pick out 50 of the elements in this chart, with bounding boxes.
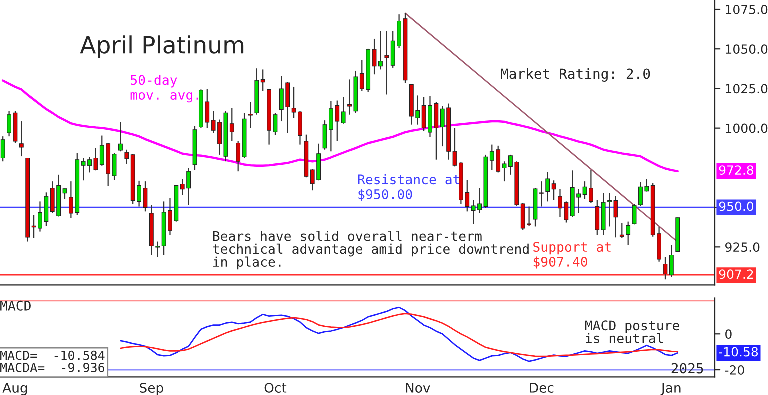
candlestick	[546, 172, 550, 202]
candlestick	[62, 188, 68, 200]
x-tick-label: Dec	[530, 383, 554, 393]
text: -10.58	[719, 347, 758, 357]
candlestick	[112, 152, 117, 181]
annotation: Bears have solid overall near-term technical advantage amid price downtrend in place.	[213, 231, 529, 270]
y-tick-label: 1075.0	[726, 4, 768, 14]
candlestick	[124, 149, 130, 165]
y-tick-label: 0	[726, 330, 732, 340]
x-tick-label: Nov	[406, 383, 430, 393]
candlestick	[19, 120, 24, 158]
y-tick-label: 925.0	[726, 242, 760, 252]
text: 50-day mov. avg.	[130, 74, 198, 103]
annotation: Market Rating: 2.0	[501, 68, 650, 82]
candlestick	[539, 181, 544, 208]
annotation: MACD posture is neutral	[585, 320, 680, 344]
candlestick	[595, 200, 600, 236]
candlestick	[322, 120, 328, 150]
candlestick	[260, 69, 266, 92]
ref-line-label: Resistance at $950.00	[358, 174, 460, 202]
text: April Platinum	[80, 36, 244, 58]
candlestick	[669, 244, 674, 278]
candlestick	[663, 256, 668, 280]
y-tick-label: 1000.0	[726, 124, 768, 134]
candlestick	[118, 122, 123, 152]
candlestick	[248, 102, 253, 129]
candlestick	[632, 204, 637, 226]
line-series	[120, 306, 679, 362]
x-tick-label: Jan	[660, 383, 681, 395]
ref-line-label: Support at $907.40	[534, 242, 611, 269]
candlestick	[0, 136, 6, 162]
annotation: MACD= -10.584 MACDA= -9.936	[0, 350, 105, 372]
candlestick	[626, 221, 631, 246]
y-tick-label: -20	[725, 366, 744, 375]
text: 950.0	[719, 202, 754, 212]
text: 972.8	[719, 166, 754, 176]
candlestick	[384, 30, 390, 96]
candlestick	[552, 180, 556, 201]
candlestick	[620, 222, 624, 240]
candlestick	[341, 96, 346, 124]
x-tick-label: Oct	[264, 383, 287, 393]
candlestick	[230, 108, 234, 142]
y-tick-label: 1050.0	[726, 44, 768, 54]
candlestick	[452, 128, 458, 168]
annotation: MACD	[0, 300, 31, 311]
y-tick-label: 1025.0	[726, 84, 768, 94]
annotation: 2025	[672, 363, 704, 374]
line-series	[120, 313, 679, 358]
text: 907.2	[719, 270, 754, 280]
candlestick	[236, 140, 241, 172]
